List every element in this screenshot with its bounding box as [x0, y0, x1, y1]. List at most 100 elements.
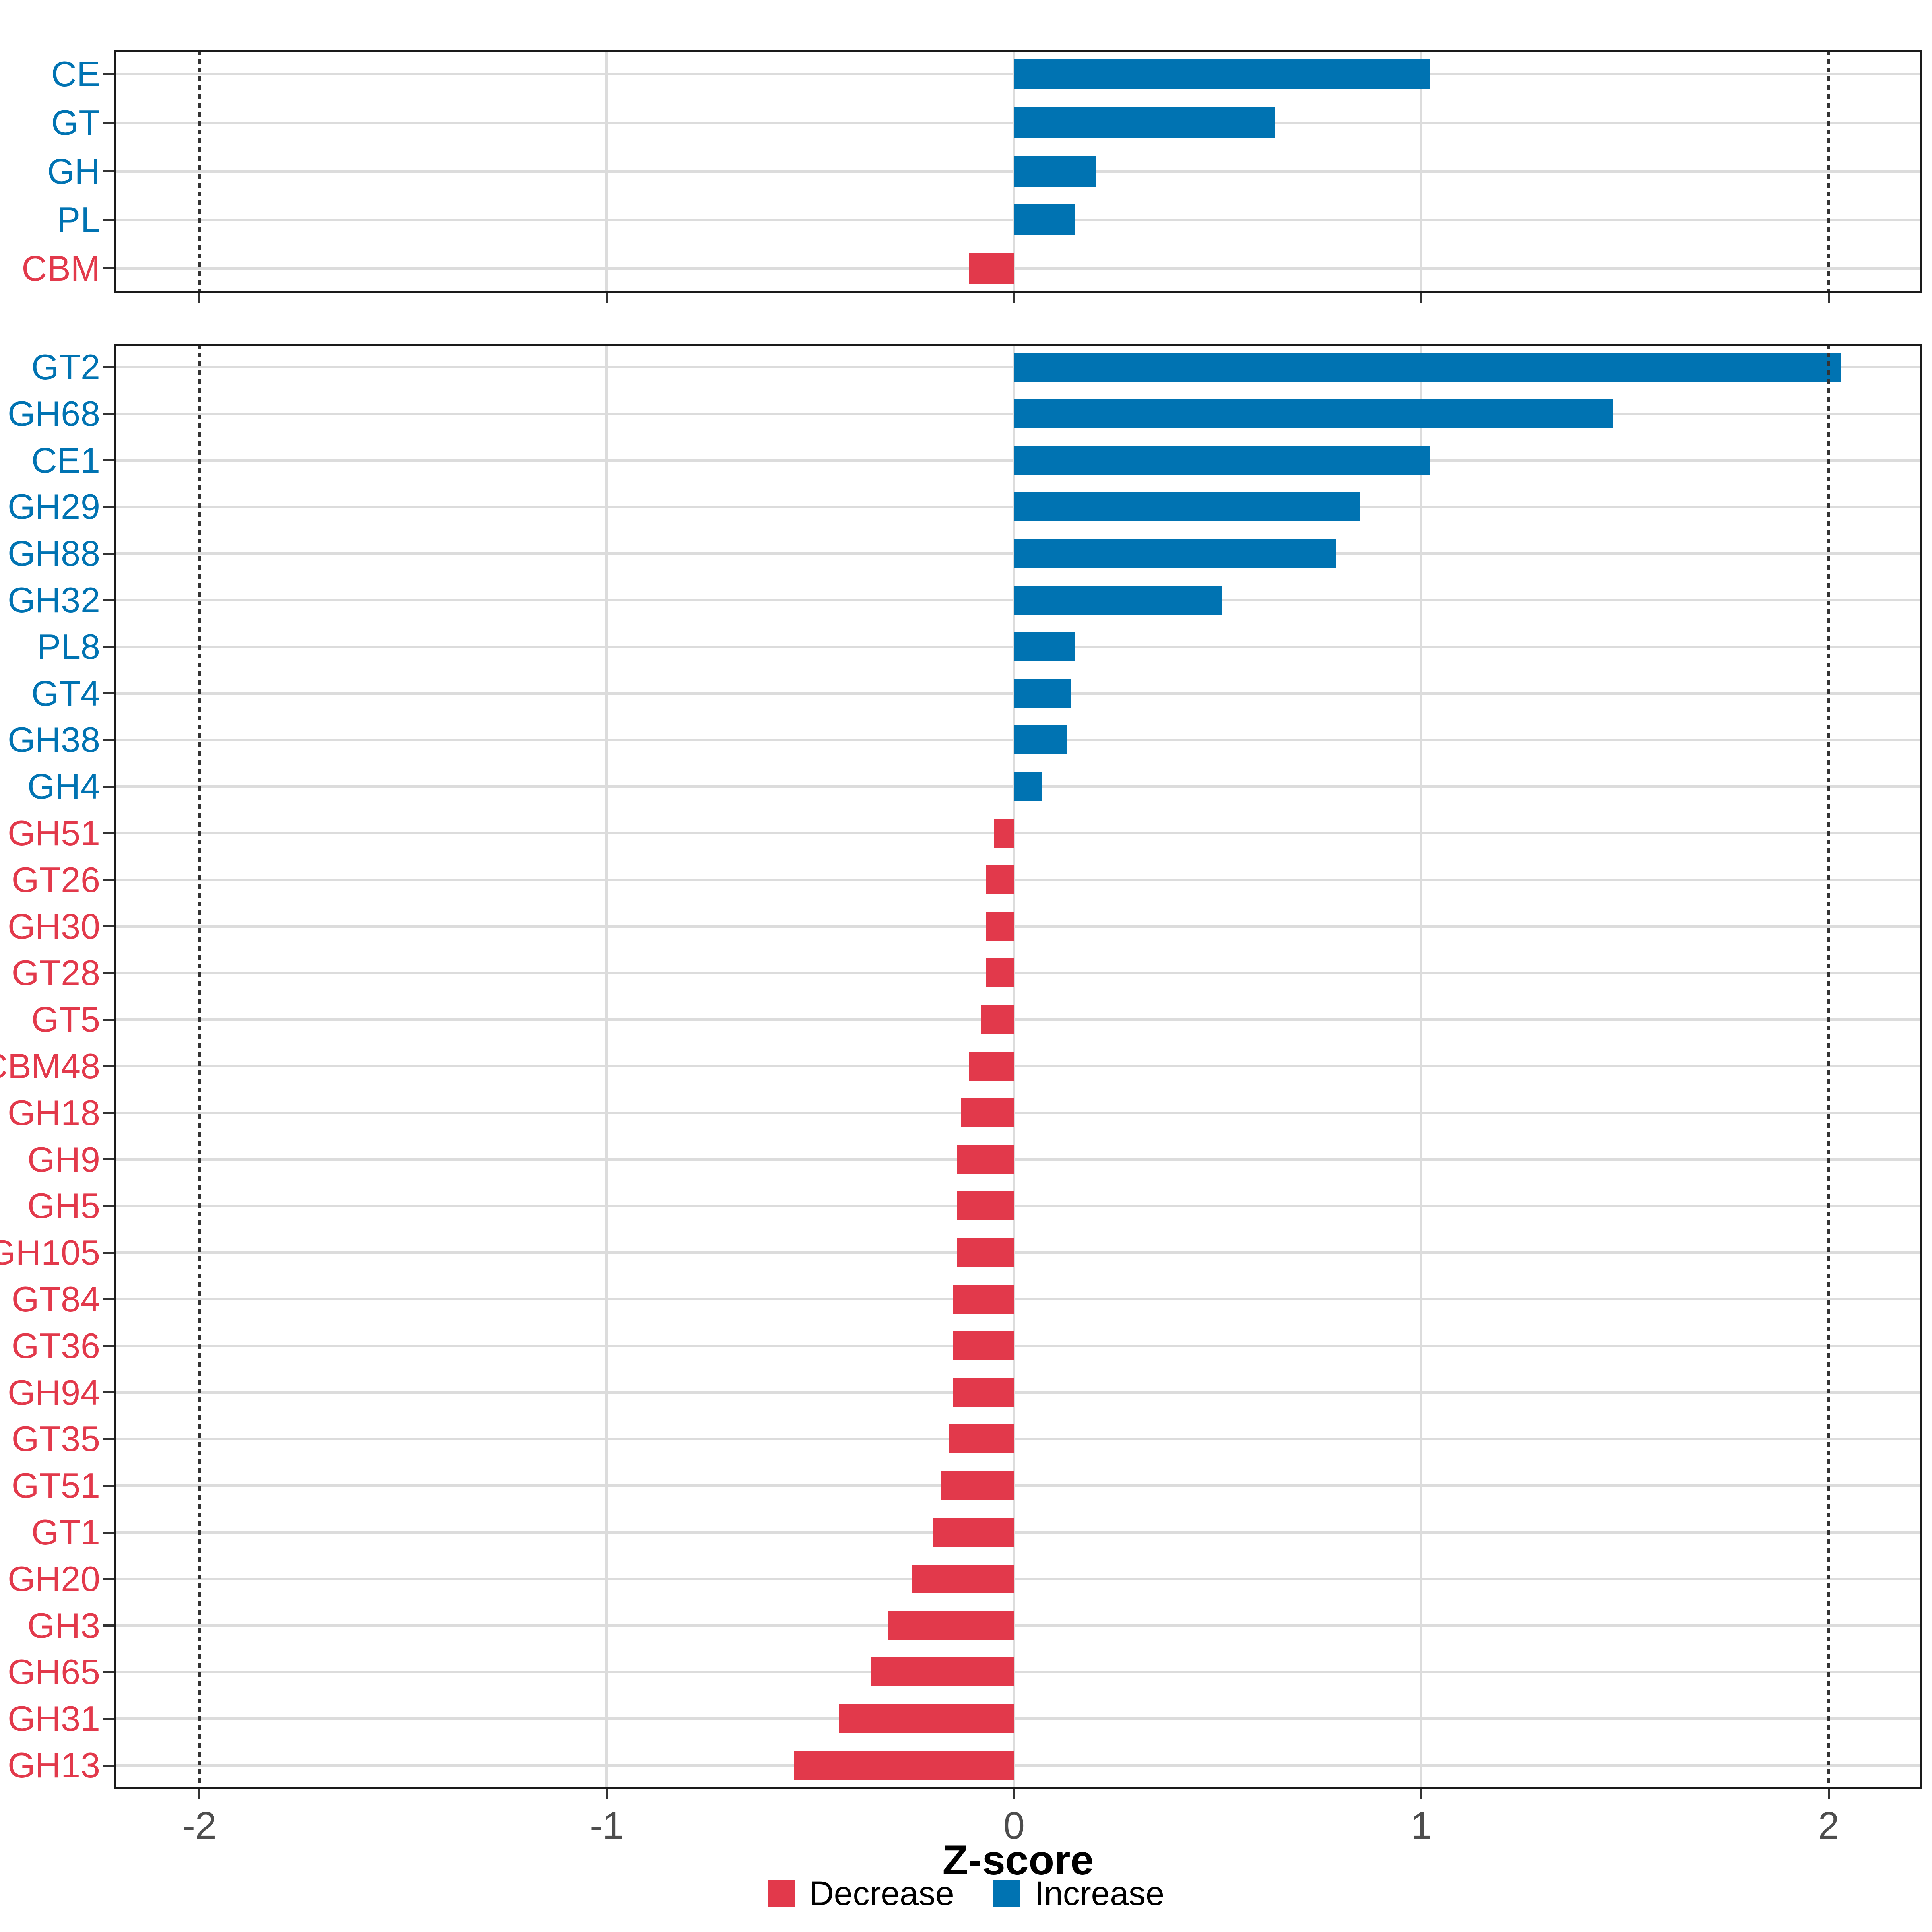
y-tick — [103, 1018, 114, 1021]
legend: Decrease Increase — [0, 1876, 1932, 1910]
x-tick — [605, 293, 608, 303]
bar-GT1 — [932, 1518, 1014, 1547]
y-label-GH29: GH29 — [8, 487, 100, 527]
y-tick — [103, 1624, 114, 1627]
y-tick — [103, 692, 114, 695]
bar-GT35 — [949, 1424, 1014, 1454]
legend-label-decrease: Decrease — [809, 1874, 954, 1912]
y-tick — [103, 739, 114, 741]
y-label-GT4: GT4 — [31, 673, 100, 713]
legend-swatch-increase — [993, 1880, 1020, 1907]
y-label-CBM: CBM — [21, 248, 100, 288]
bar-GT5 — [981, 1005, 1014, 1034]
bar-GT — [1014, 107, 1275, 138]
gridline-horizontal — [114, 925, 1922, 928]
y-label-PL: PL — [57, 200, 100, 240]
gridline-horizontal — [114, 1205, 1922, 1208]
y-label-GH68: GH68 — [8, 393, 100, 433]
y-label-GT2: GT2 — [31, 347, 100, 387]
y-label-GT: GT — [51, 102, 100, 142]
gridline-horizontal — [114, 1298, 1922, 1301]
y-tick — [103, 1345, 114, 1347]
x-tick-label: -2 — [182, 1804, 217, 1847]
y-tick — [103, 925, 114, 928]
y-tick — [103, 1764, 114, 1767]
y-label-GH38: GH38 — [8, 720, 100, 760]
x-tick — [1827, 1789, 1830, 1799]
bar-GH — [1014, 156, 1096, 187]
gridline-horizontal — [114, 832, 1922, 834]
y-tick — [103, 73, 114, 75]
bar-GH32 — [1014, 585, 1222, 615]
bar-GT2 — [1014, 352, 1841, 382]
bar-GH9 — [957, 1145, 1014, 1174]
panel-border — [114, 50, 1922, 293]
gridline-vertical — [1013, 344, 1016, 1789]
y-tick — [103, 1438, 114, 1440]
x-tick — [1013, 1789, 1015, 1799]
gridline-horizontal — [114, 1531, 1922, 1534]
y-label-GH3: GH3 — [27, 1605, 100, 1645]
bar-GT26 — [985, 865, 1014, 894]
gridline-horizontal — [114, 1577, 1922, 1580]
bar-GH30 — [985, 912, 1014, 941]
y-tick — [103, 1578, 114, 1580]
y-tick — [103, 1391, 114, 1394]
y-label-GT1: GT1 — [31, 1512, 100, 1552]
bar-PL8 — [1014, 632, 1075, 661]
x-tick-label: -1 — [590, 1804, 624, 1847]
gridline-horizontal — [114, 1111, 1922, 1114]
legend-label-increase: Increase — [1034, 1874, 1164, 1912]
bar-GH88 — [1014, 539, 1336, 568]
gridline-horizontal — [114, 1438, 1922, 1441]
y-tick — [103, 1158, 114, 1161]
y-tick — [103, 1112, 114, 1114]
x-tick — [1420, 293, 1422, 303]
y-label-CE1: CE1 — [31, 440, 100, 480]
x-tick-label: 0 — [1003, 1804, 1025, 1847]
x-tick-label: 1 — [1410, 1804, 1432, 1847]
y-tick — [103, 1298, 114, 1300]
y-label-GH65: GH65 — [8, 1652, 100, 1692]
y-tick — [103, 832, 114, 834]
y-label-GT36: GT36 — [11, 1325, 100, 1366]
bar-GH3 — [888, 1611, 1014, 1640]
y-tick — [103, 413, 114, 415]
y-tick — [103, 972, 114, 974]
y-label-GH5: GH5 — [27, 1186, 100, 1226]
gridline-horizontal — [114, 1344, 1922, 1347]
gridline-horizontal — [114, 1158, 1922, 1161]
bar-CE — [1014, 59, 1430, 90]
bar-GH31 — [839, 1704, 1014, 1734]
gridline-vertical — [1420, 50, 1423, 293]
x-tick-label: 2 — [1818, 1804, 1839, 1847]
y-label-PL8: PL8 — [37, 626, 100, 667]
y-label-GT26: GT26 — [11, 859, 100, 900]
bar-GH51 — [993, 818, 1014, 848]
y-tick — [103, 506, 114, 508]
y-tick — [103, 219, 114, 221]
y-tick — [103, 552, 114, 555]
gridline-vertical — [605, 344, 608, 1789]
gridline-horizontal — [114, 1251, 1922, 1254]
y-label-GH4: GH4 — [27, 766, 100, 807]
y-tick — [103, 1717, 114, 1720]
y-label-GT35: GT35 — [11, 1419, 100, 1459]
y-label-GT28: GT28 — [11, 953, 100, 993]
y-label-GT5: GT5 — [31, 999, 100, 1040]
y-tick — [103, 1251, 114, 1254]
gridline-horizontal — [114, 972, 1922, 974]
y-tick — [103, 1671, 114, 1673]
x-tick — [198, 1789, 200, 1799]
y-label-GH13: GH13 — [8, 1745, 100, 1785]
gridline-horizontal — [114, 1671, 1922, 1674]
gridline-horizontal — [114, 1764, 1922, 1767]
gridline-horizontal — [114, 1624, 1922, 1627]
y-label-CBM48: CBM48 — [0, 1046, 100, 1086]
y-tick — [103, 1065, 114, 1067]
x-tick — [198, 293, 200, 303]
bar-CE1 — [1014, 446, 1430, 475]
gridline-horizontal — [114, 878, 1922, 881]
bar-GH29 — [1014, 492, 1360, 522]
